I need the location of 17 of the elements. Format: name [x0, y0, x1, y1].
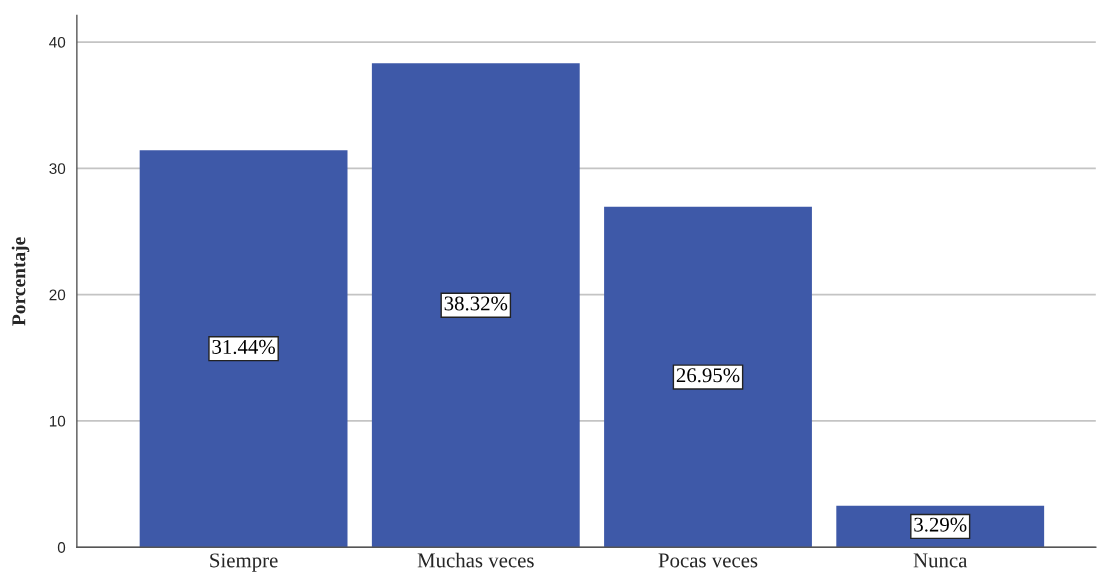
data-label: 26.95%: [676, 368, 740, 383]
x-tick-label: Nunca: [913, 553, 968, 568]
bar: [371, 63, 580, 548]
bar: [604, 206, 812, 548]
x-tick-label: Siempre: [210, 553, 278, 572]
x-tick-label: Muchas veces: [417, 552, 534, 568]
x-tick-label: Pocas veces: [658, 553, 758, 568]
y-tick-label: 40: [49, 36, 66, 48]
y-tick-label: 0: [57, 542, 66, 553]
data-label: 38.32%: [444, 296, 508, 311]
data-label: 31.44%: [212, 339, 275, 354]
data-label: 3.29%: [914, 517, 967, 532]
y-tick-label: 20: [49, 289, 66, 301]
y-tick-label: 10: [49, 415, 66, 427]
bar: [139, 150, 348, 548]
y-tick-label: 30: [49, 163, 66, 175]
y-axis-title: Porcentaje: [11, 237, 30, 326]
